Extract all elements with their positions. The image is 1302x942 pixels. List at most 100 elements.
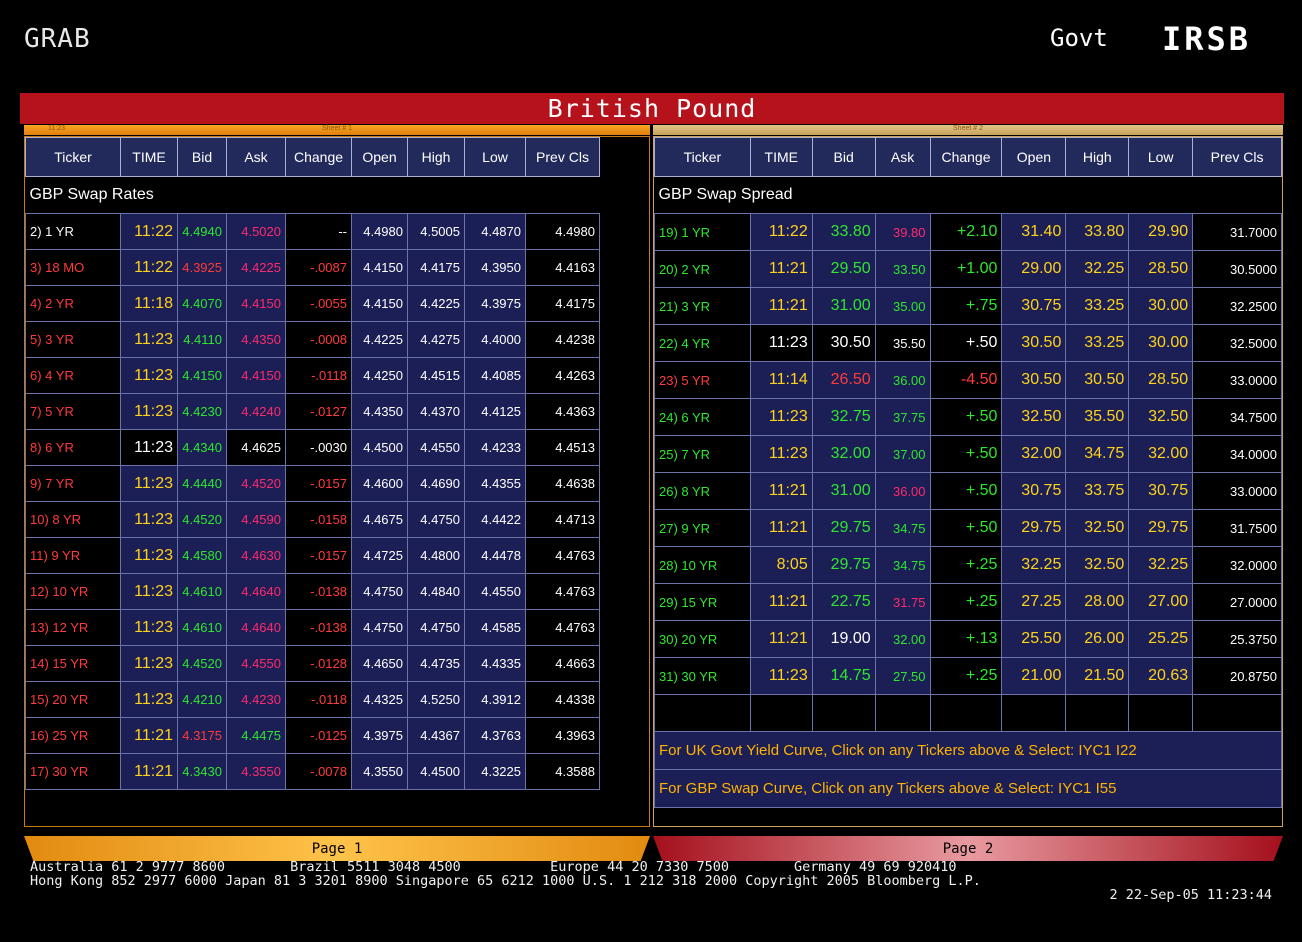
cell-open: 4.4500 <box>351 429 408 466</box>
table-row[interactable]: 20) 2 YR 11:21 29.50 33.50 +1.00 29.00 32.25 28… <box>654 250 1282 288</box>
cell-time: 11:21 <box>120 717 178 754</box>
note-row[interactable]: For GBP Swap Curve, Click on any Tickers… <box>654 769 1282 808</box>
cell-ask: 4.4520 <box>226 465 286 502</box>
cell-time: 11:22 <box>749 213 813 251</box>
cell-ticker[interactable]: 19) 1 YR <box>654 213 751 251</box>
table-row[interactable]: 2) 1 YR 11:22 4.4940 4.5020 -- 4.4980 4.5005 4.… <box>25 213 600 250</box>
table-row[interactable]: 21) 3 YR 11:21 31.00 35.00 +.75 30.75 33.25 30.… <box>654 287 1282 325</box>
table-row[interactable]: 19) 1 YR 11:22 33.80 39.80 +2.10 31.40 33.80 29… <box>654 213 1282 251</box>
table-row[interactable]: 25) 7 YR 11:23 32.00 37.00 +.50 32.00 34.75 32.… <box>654 435 1282 473</box>
cell-ticker[interactable]: 28) 10 YR <box>654 546 751 584</box>
cell-ticker[interactable]: 8) 6 YR <box>25 429 121 466</box>
table-row[interactable]: 13) 12 YR 11:23 4.4610 4.4640 -.0138 4.4750 4.… <box>25 609 600 646</box>
cell-high: 33.75 <box>1065 472 1130 510</box>
cell-ticker[interactable]: 17) 30 YR <box>25 753 121 790</box>
cell-ticker[interactable]: 27) 9 YR <box>654 509 751 547</box>
table-row[interactable]: 8) 6 YR 11:23 4.4340 4.4625 -.0030 4.4500 4.45… <box>25 429 600 466</box>
cell-high: 4.5005 <box>407 213 465 250</box>
cell-low: 4.3225 <box>464 753 526 790</box>
table-row[interactable]: 30) 20 YR 11:21 19.00 32.00 +.13 25.50 26.00 25… <box>654 620 1282 658</box>
cell-bid: 4.3430 <box>177 753 227 790</box>
column-header-time: TIME <box>120 137 178 177</box>
curve-note[interactable]: For GBP Swap Curve, Click on any Tickers… <box>654 769 1282 808</box>
cell-ask: 36.00 <box>874 472 931 510</box>
cell-bid: 33.80 <box>811 213 876 251</box>
cell-low: 4.3975 <box>464 285 526 322</box>
cell-ticker[interactable]: 24) 6 YR <box>654 398 751 436</box>
table-row[interactable]: 12) 10 YR 11:23 4.4610 4.4640 -.0138 4.4750 4.… <box>25 573 600 610</box>
cell-open: 29.75 <box>1001 509 1067 547</box>
cell-ticker[interactable]: 7) 5 YR <box>25 393 121 430</box>
cell-ticker[interactable]: 12) 10 YR <box>25 573 121 610</box>
cell-ticker[interactable]: 22) 4 YR <box>654 324 751 362</box>
cell-time: 11:23 <box>120 465 178 502</box>
table-row[interactable]: 10) 8 YR 11:23 4.4520 4.4590 -.0158 4.4675 4.4… <box>25 501 600 538</box>
table-row[interactable]: 3) 18 MO 11:22 4.3925 4.4225 -.0087 4.4150 4.4… <box>25 249 600 286</box>
cell-ticker[interactable]: 31) 30 YR <box>654 657 751 695</box>
cell-change: +.50 <box>929 398 1003 436</box>
column-header-change: Change <box>929 137 1003 177</box>
cell-ticker[interactable]: 10) 8 YR <box>25 501 121 538</box>
table-row[interactable]: 23) 5 YR 11:14 26.50 36.00 -4.50 30.50 30.50 28… <box>654 361 1282 399</box>
cell-ask: 4.4350 <box>226 321 286 358</box>
table-row[interactable]: 11) 9 YR 11:23 4.4580 4.4630 -.0157 4.4725 4.4… <box>25 537 600 574</box>
cell-ticker[interactable]: 26) 8 YR <box>654 472 751 510</box>
cell-change: -.0118 <box>285 357 352 394</box>
table-row[interactable]: 22) 4 YR 11:23 30.50 35.50 +.50 30.50 33.25 30.… <box>654 324 1282 362</box>
column-header-ticker: Ticker <box>25 137 121 177</box>
cell-ticker[interactable]: 20) 2 YR <box>654 250 751 288</box>
table-row[interactable]: 7) 5 YR 11:23 4.4230 4.4240 -.0127 4.4350 4.43… <box>25 393 600 430</box>
table-row[interactable]: 6) 4 YR 11:23 4.4150 4.4150 -.0118 4.4250 4.45… <box>25 357 600 394</box>
table-row[interactable]: 26) 8 YR 11:21 31.00 36.00 +.50 30.75 33.75 30.… <box>654 472 1282 510</box>
cell-low: 4.3912 <box>464 681 526 718</box>
table-row[interactable]: 15) 20 YR 11:23 4.4210 4.4230 -.0118 4.4325 4.… <box>25 681 600 718</box>
cell-open: 32.00 <box>1001 435 1067 473</box>
cell-ticker[interactable]: 14) 15 YR <box>25 645 121 682</box>
cell-high: 4.4750 <box>407 501 465 538</box>
cell-change: +.50 <box>929 435 1003 473</box>
cell-prev-close: 4.4763 <box>525 537 600 574</box>
cell-ticker[interactable]: 13) 12 YR <box>25 609 121 646</box>
table-row[interactable]: 28) 10 YR 8:05 29.75 34.75 +.25 32.25 32.50 32.… <box>654 546 1282 584</box>
curve-note[interactable]: For UK Govt Yield Curve, Click on any Ti… <box>654 731 1282 770</box>
table-row[interactable]: 29) 15 YR 11:21 22.75 31.75 +.25 27.25 28.00 27… <box>654 583 1282 621</box>
table-row[interactable]: 14) 15 YR 11:23 4.4520 4.4550 -.0128 4.4650 4.… <box>25 645 600 682</box>
cell-time: 11:21 <box>749 509 813 547</box>
cell-ticker[interactable]: 16) 25 YR <box>25 717 121 754</box>
cell-open: 30.50 <box>1001 361 1067 399</box>
table-row[interactable]: 5) 3 YR 11:23 4.4110 4.4350 -.0008 4.4225 4.42… <box>25 321 600 358</box>
cell-change: -.0127 <box>285 393 352 430</box>
cell-ticker[interactable]: 2) 1 YR <box>25 213 121 250</box>
cell-ticker[interactable]: 25) 7 YR <box>654 435 751 473</box>
cell-ticker[interactable]: 3) 18 MO <box>25 249 121 286</box>
table-row[interactable]: 4) 2 YR 11:18 4.4070 4.4150 -.0055 4.4150 4.42… <box>25 285 600 322</box>
table-row[interactable]: 16) 25 YR 11:21 4.3175 4.4475 -.0125 4.3975 4.… <box>25 717 600 754</box>
page-title: British Pound <box>547 94 757 123</box>
cell-open: 31.40 <box>1001 213 1067 251</box>
cell-ticker[interactable]: 11) 9 YR <box>25 537 121 574</box>
table-row[interactable]: 31) 30 YR 11:23 14.75 27.50 +.25 21.00 21.50 20… <box>654 657 1282 695</box>
cell-low: 29.75 <box>1128 509 1194 547</box>
cell-time: 11:23 <box>120 501 178 538</box>
table-row[interactable]: 17) 30 YR 11:21 4.3430 4.3550 -.0078 4.3550 4.… <box>25 753 600 790</box>
page-2-tab[interactable]: Page 2 <box>653 836 1283 861</box>
table-row[interactable]: 9) 7 YR 11:23 4.4440 4.4520 -.0157 4.4600 4.46… <box>25 465 600 502</box>
cell-high: 34.75 <box>1065 435 1130 473</box>
cell-time: 11:23 <box>120 429 178 466</box>
sheet-2-label: Sheet # 2 <box>953 125 983 132</box>
note-row[interactable]: For UK Govt Yield Curve, Click on any Ti… <box>654 731 1282 770</box>
cell-high: 21.50 <box>1065 657 1130 695</box>
cell-ticker[interactable]: 4) 2 YR <box>25 285 121 322</box>
page-1-tab[interactable]: Page 1 <box>24 836 650 861</box>
table-row[interactable]: 27) 9 YR 11:21 29.75 34.75 +.50 29.75 32.50 29.… <box>654 509 1282 547</box>
grab-label[interactable]: GRAB <box>24 24 91 54</box>
cell-ticker[interactable]: 15) 20 YR <box>25 681 121 718</box>
cell-ticker[interactable]: 29) 15 YR <box>654 583 751 621</box>
table-row[interactable]: 24) 6 YR 11:23 32.75 37.75 +.50 32.50 35.50 32.… <box>654 398 1282 436</box>
cell-ticker[interactable]: 9) 7 YR <box>25 465 121 502</box>
cell-ticker[interactable]: 6) 4 YR <box>25 357 121 394</box>
cell-ticker[interactable]: 5) 3 YR <box>25 321 121 358</box>
cell-ticker[interactable]: 30) 20 YR <box>654 620 751 658</box>
cell-ticker[interactable]: 23) 5 YR <box>654 361 751 399</box>
cell-ticker[interactable]: 21) 3 YR <box>654 287 751 325</box>
